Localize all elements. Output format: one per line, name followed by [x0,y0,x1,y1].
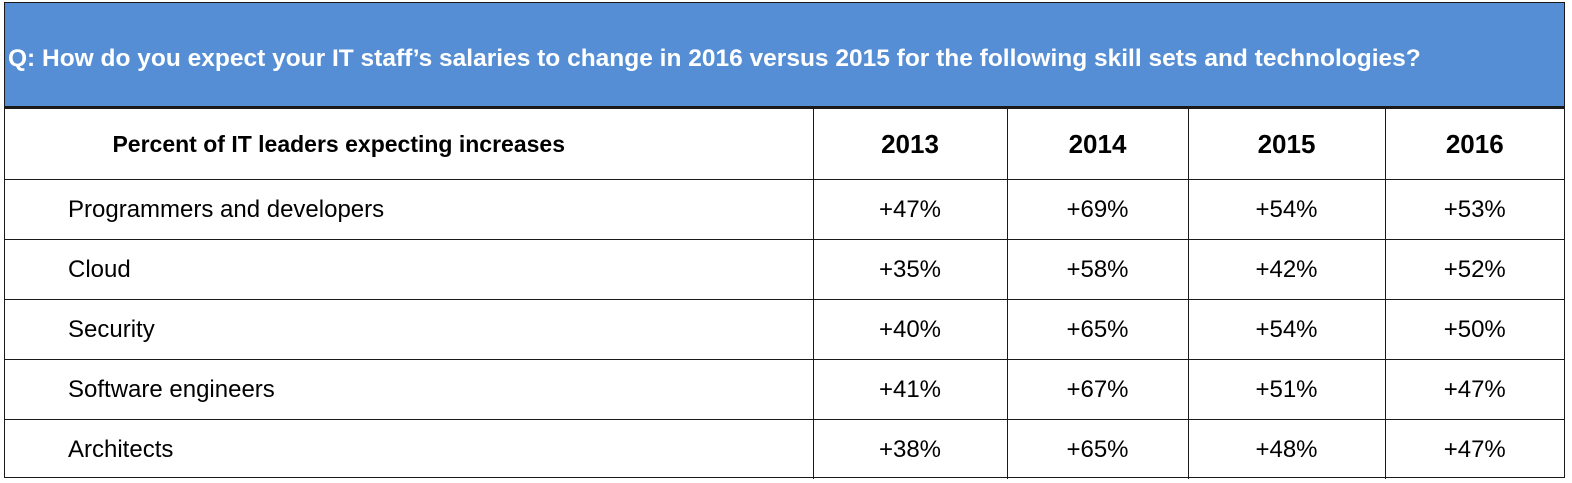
column-header-2016: 2016 [1384,108,1564,180]
value-cell: +65% [1006,299,1189,360]
value-cell: +54% [1187,179,1386,240]
value-cell: +52% [1384,239,1564,300]
value-cell: +58% [1006,239,1189,300]
header-row: Percent of IT leaders expecting increase… [5,108,1564,180]
salary-increase-table: Percent of IT leaders expecting increase… [5,108,1564,479]
question-text: Q: How do you expect your IT staff’s sal… [8,45,1421,72]
column-header-2013: 2013 [812,108,1008,180]
row-label: Architects [5,419,814,479]
value-cell: +47% [812,179,1008,240]
value-cell: +65% [1006,419,1189,479]
table-row: Programmers and developers +47% +69% +54… [5,179,1564,240]
row-label: Cloud [5,239,814,300]
row-header-cell: Percent of IT leaders expecting increase… [5,108,814,180]
row-label: Programmers and developers [5,179,814,240]
table-row: Software engineers +41% +67% +51% +47% [5,359,1564,420]
value-cell: +69% [1006,179,1189,240]
value-cell: +47% [1384,419,1564,479]
survey-table-frame: Q: How do you expect your IT staff’s sal… [4,2,1565,479]
column-header-2015: 2015 [1187,108,1386,180]
value-cell: +54% [1187,299,1386,360]
value-cell: +67% [1006,359,1189,420]
table-row: Architects +38% +65% +48% +47% [5,419,1564,479]
value-cell: +53% [1384,179,1564,240]
value-cell: +51% [1187,359,1386,420]
table-row: Cloud +35% +58% +42% +52% [5,239,1564,300]
value-cell: +38% [812,419,1008,479]
row-label: Software engineers [5,359,814,420]
column-header-2014: 2014 [1006,108,1189,180]
value-cell: +42% [1187,239,1386,300]
question-banner: Q: How do you expect your IT staff’s sal… [5,3,1564,108]
value-cell: +40% [812,299,1008,360]
value-cell: +41% [812,359,1008,420]
table-row: Security +40% +65% +54% +50% [5,299,1564,360]
value-cell: +50% [1384,299,1564,360]
value-cell: +35% [812,239,1008,300]
value-cell: +48% [1187,419,1386,479]
value-cell: +47% [1384,359,1564,420]
row-label: Security [5,299,814,360]
